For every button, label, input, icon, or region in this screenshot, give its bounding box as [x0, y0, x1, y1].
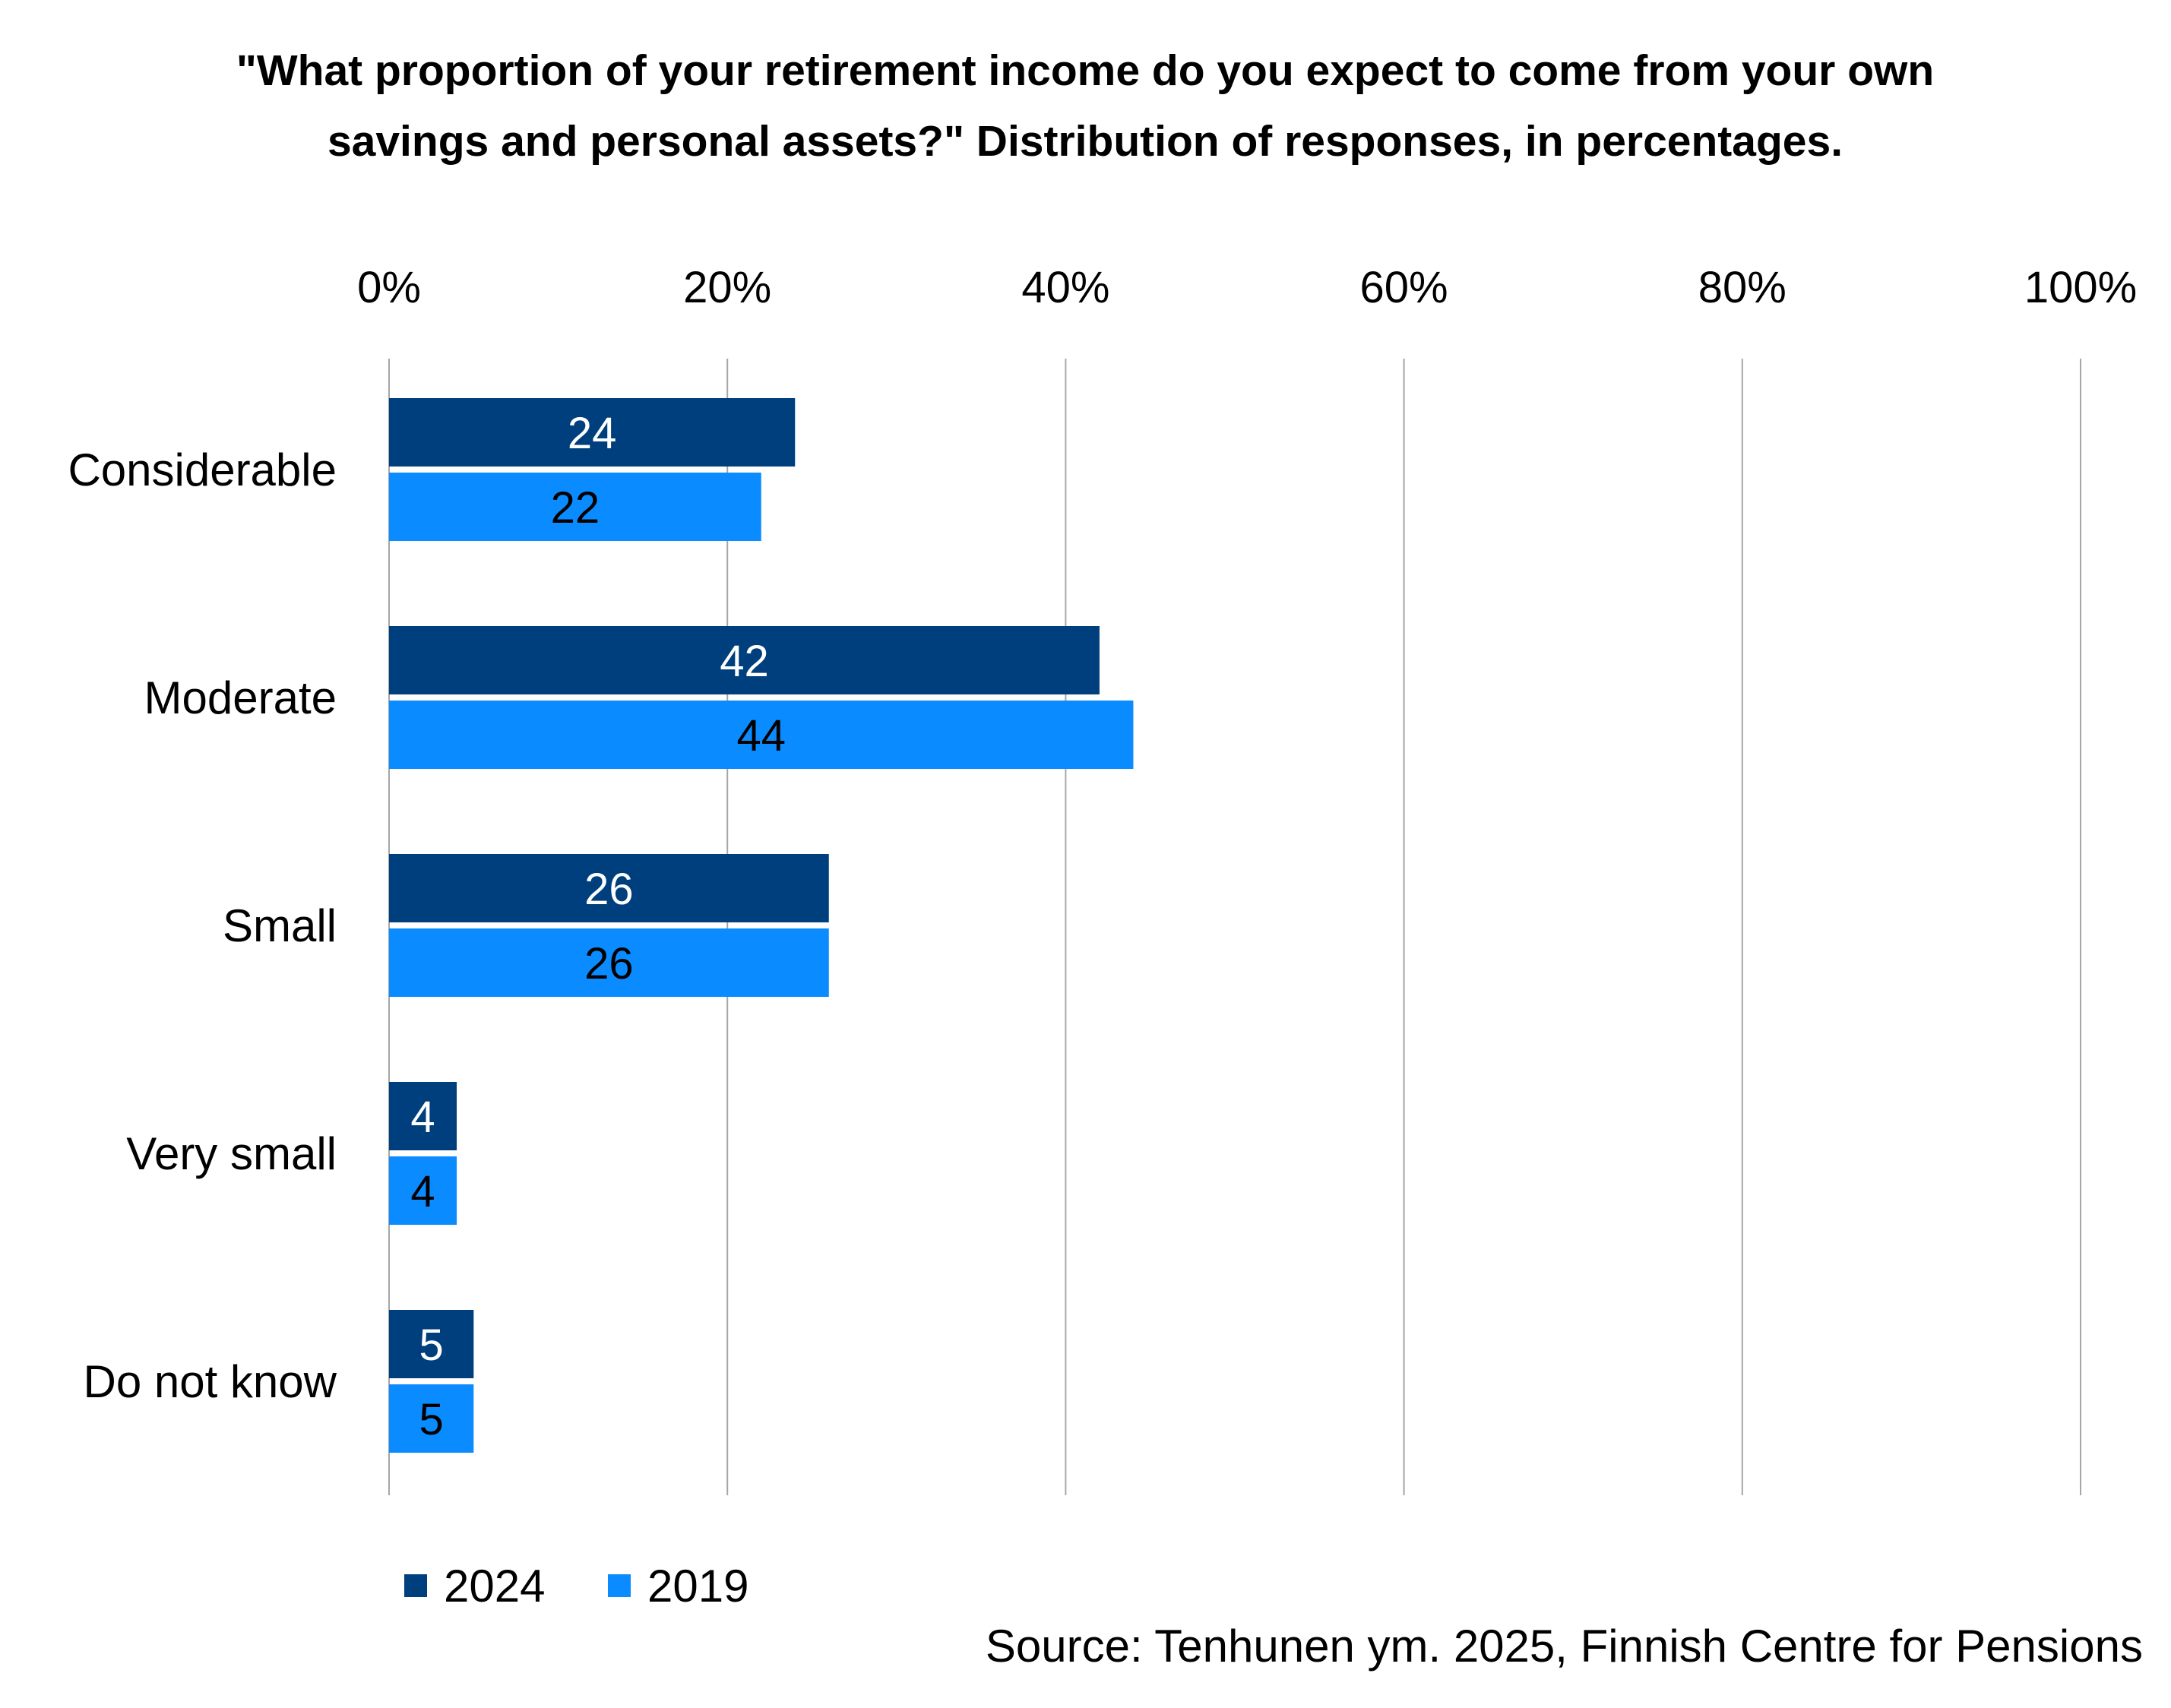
- bar-2024-2: [389, 854, 829, 922]
- legend-label-2024: 2024: [444, 1561, 545, 1612]
- data-label-2024-3: 4: [410, 1093, 435, 1142]
- bar-2024-0: [389, 398, 796, 467]
- category-label-3: Very small: [126, 1128, 337, 1179]
- x-tick-label-80: 80%: [1698, 263, 1786, 312]
- bar-2019-4: [389, 1384, 474, 1453]
- category-label-2: Small: [223, 900, 337, 951]
- data-label-2019-3: 4: [410, 1167, 435, 1216]
- legend: 2024 2019: [404, 1561, 748, 1612]
- category-label-1: Moderate: [144, 672, 337, 723]
- bar-2024-4: [389, 1310, 474, 1378]
- category-label-4: Do not know: [83, 1356, 337, 1407]
- chart-title-line-2: savings and personal assets?" Distributi…: [328, 117, 1843, 166]
- legend-label-2019: 2019: [647, 1561, 748, 1612]
- bar-2024-1: [389, 626, 1100, 694]
- data-label-2019-4: 5: [419, 1395, 444, 1444]
- x-tick-label-20: 20%: [683, 263, 771, 312]
- bar-2019-1: [389, 701, 1134, 769]
- x-tick-label-0: 0%: [357, 263, 421, 312]
- bar-2019-2: [389, 928, 829, 997]
- legend-swatch-2019: [608, 1574, 631, 1597]
- data-label-2019-0: 22: [551, 483, 600, 533]
- data-label-2019-2: 26: [584, 939, 634, 988]
- gridlines: [388, 359, 2081, 1495]
- data-label-2024-2: 26: [584, 865, 634, 914]
- chart-title-line-1: "What proportion of your retirement inco…: [236, 46, 1934, 95]
- source-note: Source: Tenhunen ym. 2025, Finnish Centr…: [986, 1621, 2143, 1672]
- bar-2019-0: [389, 473, 761, 541]
- bars: [389, 398, 1134, 1453]
- category-label-0: Considerable: [68, 444, 337, 495]
- category-labels: Considerable Moderate Small Very small Do no…: [68, 444, 337, 1407]
- bar-2024-3: [389, 1082, 457, 1150]
- bar-2019-3: [389, 1156, 457, 1225]
- x-axis-ticks: 0% 20% 40% 60% 80% 100%: [357, 263, 2137, 312]
- legend-swatch-2024: [404, 1574, 427, 1597]
- x-tick-label-40: 40%: [1021, 263, 1109, 312]
- data-label-2024-0: 24: [568, 409, 617, 458]
- data-label-2024-1: 42: [720, 637, 769, 686]
- x-tick-label-100: 100%: [2024, 263, 2137, 312]
- x-tick-label-60: 60%: [1360, 263, 1448, 312]
- data-label-2019-1: 44: [736, 711, 786, 761]
- data-label-2024-4: 5: [419, 1321, 444, 1370]
